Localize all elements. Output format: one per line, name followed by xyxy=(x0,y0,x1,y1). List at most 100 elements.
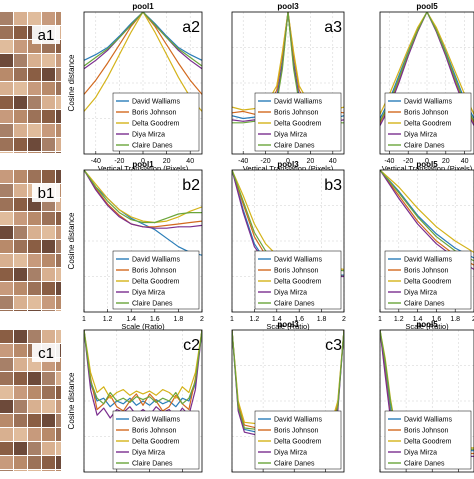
face-thumbnail xyxy=(56,470,61,471)
face-thumbnail xyxy=(14,170,27,183)
x-tick-label: 1.4 xyxy=(413,316,423,323)
face-thumbnail xyxy=(28,428,41,441)
face-thumbnail xyxy=(42,96,55,109)
face-thumbnail xyxy=(42,82,55,95)
face-thumbnail xyxy=(28,124,41,137)
chart-title: pool5 xyxy=(416,160,438,169)
series-group xyxy=(84,330,202,419)
legend-entry: Claire Danes xyxy=(274,301,315,308)
legend: David Walliams Boris Johnson Delta Goodrem… xyxy=(112,92,200,152)
legend: David Walliams Boris Johnson Delta Goodrem… xyxy=(384,92,472,152)
face-thumbnail xyxy=(14,198,27,211)
x-tick-label: 2 xyxy=(200,316,204,323)
face-thumbnail xyxy=(14,240,27,253)
face-thumbnail xyxy=(42,400,55,413)
face-thumbnail xyxy=(0,330,13,343)
face-thumbnail xyxy=(56,310,61,311)
face-thumbnail xyxy=(28,226,41,239)
face-thumbnail xyxy=(14,254,27,267)
legend-entry: Delta Goodrem xyxy=(404,121,452,128)
face-thumbnail xyxy=(56,82,61,95)
legend: David Walliams Boris Johnson Delta Goodrem… xyxy=(384,250,472,310)
chart-title: pool1 xyxy=(132,160,154,169)
panel-label: c3 xyxy=(325,337,342,354)
legend-entry: Diya Mirza xyxy=(274,290,307,297)
x-tick-label: 1.6 xyxy=(294,316,304,323)
x-tick-label: 1 xyxy=(378,316,382,323)
legend-entry: Boris Johnson xyxy=(404,428,448,435)
face-thumbnail xyxy=(56,456,61,469)
legend-entry: David Walliams xyxy=(404,417,452,424)
face-thumbnail xyxy=(28,400,41,413)
face-thumbnail xyxy=(28,96,41,109)
face-thumbnail xyxy=(0,54,13,67)
x-tick-label: 40 xyxy=(461,158,469,165)
legend-box xyxy=(254,92,342,152)
face-thumbnail xyxy=(0,254,13,267)
face-thumbnail xyxy=(56,152,61,153)
face-thumbnail xyxy=(0,96,13,109)
series-line xyxy=(84,12,202,70)
legend-entry: Boris Johnson xyxy=(274,268,318,275)
plot-frame xyxy=(379,11,474,155)
series-line xyxy=(84,12,202,112)
x-tick-label: 40 xyxy=(186,158,194,165)
legend-entry: David Walliams xyxy=(274,99,322,106)
face-thumbnail xyxy=(42,240,55,253)
series-line xyxy=(380,12,474,126)
face-thumbnail xyxy=(14,184,27,197)
chart-b1-2: pool3 b3 1 1.2 1.4 1.6 1.8 2 Scale (Ratio) David … xyxy=(230,160,346,331)
face-thumbnail xyxy=(0,268,13,281)
face-thumbnail xyxy=(0,400,13,413)
face-thumbnail xyxy=(14,124,27,137)
x-axis-label: Scale (Ratio) xyxy=(121,322,165,331)
face-thumbnail xyxy=(14,68,27,81)
face-thumbnail xyxy=(14,212,27,225)
x-axis-label: Scale (Ratio) xyxy=(266,322,310,331)
face-thumbnail xyxy=(56,240,61,253)
x-tick-label: -20 xyxy=(403,158,413,165)
face-thumbnail xyxy=(42,12,55,25)
plot-frame xyxy=(83,169,203,313)
x-tick-label: 1.8 xyxy=(174,316,184,323)
x-tick-label: 20 xyxy=(307,158,315,165)
face-thumbnail xyxy=(56,358,61,371)
face-thumbnail xyxy=(56,96,61,109)
face-thumbnail xyxy=(0,296,13,309)
legend-entry: Claire Danes xyxy=(132,143,173,150)
face-thumbnail xyxy=(14,82,27,95)
series-group xyxy=(380,170,474,270)
face-thumbnail xyxy=(14,138,27,151)
face-thumbnail xyxy=(42,442,55,455)
legend-entry: Boris Johnson xyxy=(404,110,448,117)
legend-box xyxy=(384,410,472,470)
y-axis-label: Cosine distance xyxy=(67,54,76,111)
face-thumbnail xyxy=(56,282,61,295)
legend-entry: Claire Danes xyxy=(274,143,315,150)
plot-frame xyxy=(379,169,474,313)
x-tick-label: 2 xyxy=(342,316,346,323)
legend-entry: Delta Goodrem xyxy=(404,439,452,446)
legend-entry: Boris Johnson xyxy=(404,268,448,275)
panel-label: c2 xyxy=(183,337,200,354)
face-thumbnail xyxy=(28,254,41,267)
face-thumbnail xyxy=(56,414,61,427)
row-c1: c1 Cosine distance c20100200300Rotation De… xyxy=(0,320,474,479)
y-axis-label: Cosine distance xyxy=(67,212,76,269)
plot-frame xyxy=(83,11,203,155)
face-thumbnail xyxy=(14,344,27,357)
legend: David Walliams Boris Johnson Delta Goodrem… xyxy=(384,410,472,470)
legend: David Walliams Boris Johnson Delta Goodrem… xyxy=(112,410,200,470)
x-tick-label: 0 xyxy=(425,158,429,165)
face-thumbnail xyxy=(28,268,41,281)
legend-box xyxy=(254,250,342,310)
series-line xyxy=(84,12,202,67)
face-thumbnail xyxy=(0,68,13,81)
face-thumbnail xyxy=(0,310,13,311)
face-thumbnail xyxy=(42,470,55,471)
legend-entry: Claire Danes xyxy=(404,461,445,468)
x-axis-label: Scale (Ratio) xyxy=(405,322,449,331)
chart-title: pool5 xyxy=(416,2,438,11)
face-thumbnail xyxy=(56,54,61,67)
